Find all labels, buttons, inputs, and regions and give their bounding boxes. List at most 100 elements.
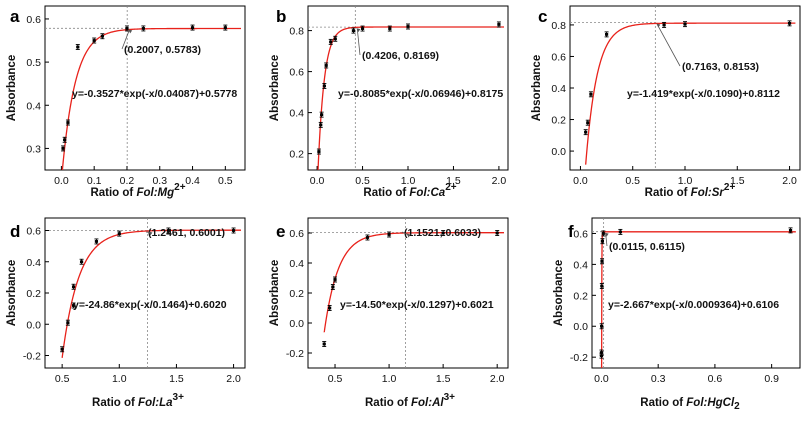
x-tick-label: 1.0 [112, 373, 127, 385]
data-point [331, 285, 335, 290]
data-point [333, 36, 337, 41]
y-axis-title: Absorbance [6, 55, 18, 121]
point-marker [361, 27, 364, 30]
point-marker [61, 348, 64, 351]
x-axis-title-subscript: 2 [734, 401, 740, 412]
data-point [351, 28, 355, 33]
x-tick-label: 0.4 [185, 175, 200, 187]
point-marker [325, 64, 328, 67]
point-marker [788, 22, 791, 25]
x-tick-label: 2.0 [782, 175, 797, 187]
x-tick-label: 0.1 [87, 175, 102, 187]
data-point [589, 92, 593, 97]
y-tick-label: 0.0 [573, 321, 588, 333]
point-marker [586, 121, 589, 124]
point-marker [224, 26, 227, 29]
data-point [141, 26, 145, 31]
x-axis-title-ratio: Fol:La [138, 397, 173, 409]
data-point [66, 120, 70, 125]
y-tick-label: -0.2 [23, 351, 41, 363]
y-tick-label: 0.6 [551, 51, 566, 63]
y-tick-label: 0.3 [26, 143, 41, 155]
x-tick-label: 0.5 [355, 175, 370, 187]
y-tick-label: 0.6 [26, 226, 41, 238]
point-marker [683, 23, 686, 26]
panel-letter: a [10, 7, 20, 26]
x-tick-label: 0.0 [54, 175, 69, 187]
x-axis-title-ratio: Fol:Sr [691, 187, 725, 199]
data-point [584, 130, 588, 135]
point-marker [328, 307, 331, 310]
plot-frame [308, 218, 508, 368]
point-marker [602, 232, 605, 235]
x-tick-label: 0.5 [218, 175, 233, 187]
y-tick-label: 0.2 [289, 149, 304, 161]
point-marker [72, 285, 75, 288]
point-marker [496, 232, 499, 235]
y-tick-label: 0.6 [573, 228, 588, 240]
x-axis-title-superscript: 2+ [174, 182, 186, 193]
y-tick-label: -0.2 [570, 352, 588, 364]
point-marker [323, 343, 326, 346]
y-tick-label: 0.6 [26, 14, 41, 26]
data-point [788, 21, 792, 26]
y-tick-label: 0.4 [573, 259, 588, 271]
x-axis-title-prefix: Ratio of [92, 397, 138, 409]
data-point [497, 22, 501, 27]
y-tick-label: 0.4 [289, 258, 304, 270]
x-axis-title: Ratio of Fol:La3+ [92, 392, 184, 409]
y-tick-label: -0.2 [286, 348, 304, 360]
intersection-label: (0.4206, 0.8169) [362, 50, 439, 62]
data-point [406, 24, 410, 29]
x-tick-label: 0.9 [764, 373, 779, 385]
point-marker [232, 229, 235, 232]
x-tick-label: 0.0 [310, 175, 325, 187]
intersection-label: (0.2007, 0.5783) [124, 44, 201, 56]
fit-equation: y=-2.667*exp(-x/0.0009364)+0.6106 [608, 299, 779, 311]
x-axis-title-prefix: Ratio of [363, 187, 409, 199]
y-tick-label: 0.5 [26, 57, 41, 69]
data-point [80, 259, 84, 264]
x-tick-label: 0.6 [708, 373, 723, 385]
data-point [324, 63, 328, 68]
x-tick-label: 0.5 [55, 373, 70, 385]
fit-curve [62, 230, 241, 358]
intersection-arrow [657, 25, 680, 66]
data-point [317, 149, 321, 154]
x-tick-label: 2.0 [490, 373, 505, 385]
data-point [319, 122, 323, 127]
y-tick-label: 0.0 [289, 318, 304, 330]
y-axis-title: Absorbance [269, 55, 281, 121]
point-marker [63, 138, 66, 141]
x-tick-label: 0.0 [573, 175, 588, 187]
x-axis-title-superscript: 3+ [173, 392, 185, 403]
point-marker [601, 240, 604, 243]
data-point [232, 228, 236, 233]
y-tick-label: 0.2 [289, 288, 304, 300]
intersection-arrow [357, 29, 360, 55]
data-point [66, 320, 70, 325]
point-marker [619, 231, 622, 234]
y-tick-label: 0.2 [551, 115, 566, 127]
point-marker [600, 260, 603, 263]
x-axis-title: Ratio of Fol:Mg2+ [90, 182, 185, 199]
point-marker [76, 46, 79, 49]
x-tick-label: 2.0 [492, 175, 507, 187]
x-axis-title: Ratio of Fol:HgCl2 [640, 397, 740, 412]
intersection-arrowhead [356, 28, 360, 32]
point-marker [662, 24, 665, 27]
point-marker [497, 23, 500, 26]
data-point [618, 229, 622, 234]
point-marker [61, 147, 64, 150]
x-axis-title-superscript: 2+ [724, 182, 736, 193]
y-tick-label: 0.4 [551, 83, 566, 95]
point-marker [333, 278, 336, 281]
x-tick-label: 1.0 [678, 175, 693, 187]
panel-letter: e [276, 222, 285, 241]
intersection-label: (1.2461, 0.6001) [148, 227, 225, 239]
